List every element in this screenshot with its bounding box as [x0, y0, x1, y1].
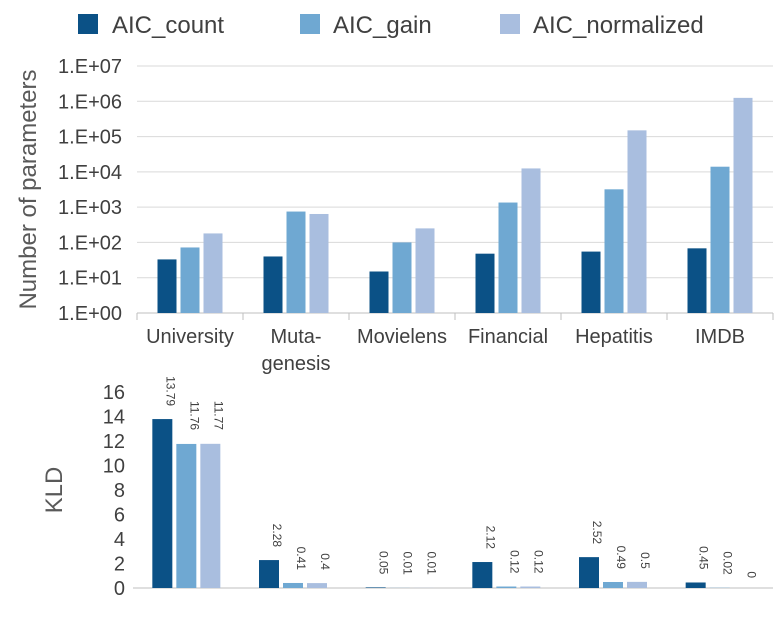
bottom-bar [627, 582, 647, 588]
legend-label-AIC_gain: AIC_gain [333, 12, 432, 39]
bottom-bar [686, 582, 706, 588]
top-bar-AIC_normalized [310, 214, 329, 313]
top-chart-parameters: 1.E+00 1.E+01 1.E+02 1.E+03 1.E+04 1.E+05 1.E+… [15, 56, 773, 375]
bottom-data-label: 0.4 [318, 553, 332, 570]
top-y-tick-label: 1.E+00 [58, 303, 122, 325]
top-bar-AIC_gain [499, 203, 518, 313]
top-y-tick-label: 1.E+06 [58, 91, 122, 113]
top-bar-AIC_count [582, 252, 601, 313]
bottom-y-axis-title: KLD [41, 467, 68, 514]
bottom-data-label: 0.01 [401, 551, 415, 575]
top-y-tick-label: 1.E+03 [58, 197, 122, 219]
top-bar-AIC_gain [181, 247, 200, 313]
bottom-bar [496, 587, 516, 588]
bottom-data-label: 13.79 [163, 376, 177, 406]
bottom-data-label: 0.12 [507, 550, 521, 574]
bottom-y-tick-label: 2 [114, 554, 125, 576]
bottom-data-label: 2.12 [483, 526, 497, 550]
bottom-bar [579, 557, 599, 588]
bottom-data-label: 2.28 [270, 524, 284, 548]
bottom-data-label: 0.5 [638, 552, 652, 569]
bottom-data-label: 0.05 [377, 551, 391, 575]
top-category-label: IMDB [695, 326, 745, 348]
top-category-label: Muta- [270, 326, 321, 348]
bottom-bar [366, 587, 386, 588]
bottom-y-tick-label: 12 [103, 431, 125, 453]
bottom-bar [520, 587, 540, 588]
bottom-bar [152, 419, 172, 588]
bottom-y-tick-label: 4 [114, 529, 125, 551]
top-bar-AIC_gain [711, 167, 730, 313]
top-y-tick-label: 1.E+05 [58, 127, 122, 149]
top-bar-AIC_normalized [628, 130, 647, 313]
legend-swatch-AIC_normalized [500, 14, 520, 34]
top-bar-AIC_normalized [734, 98, 753, 313]
bottom-bar [200, 444, 220, 588]
top-bar-AIC_normalized [416, 228, 435, 313]
bottom-y-tick-label: 10 [103, 456, 125, 478]
bottom-data-label: 0.12 [531, 550, 545, 574]
bottom-bar [603, 582, 623, 588]
legend-swatch-AIC_count [78, 14, 98, 34]
top-bar-AIC_count [370, 272, 389, 313]
bottom-data-label: 2.52 [590, 521, 604, 545]
top-y-tick-label: 1.E+07 [58, 56, 122, 78]
bottom-bar [307, 583, 327, 588]
bottom-data-label: 0.49 [614, 546, 628, 570]
bottom-y-tick-label: 6 [114, 505, 125, 527]
top-y-tick-label: 1.E+01 [58, 268, 122, 290]
top-bar-AIC_normalized [522, 168, 541, 313]
legend-swatch-AIC_gain [300, 14, 320, 34]
bottom-y-tick-label: 14 [103, 407, 125, 429]
top-bar-AIC_normalized [204, 233, 223, 313]
bottom-y-tick-label: 0 [114, 578, 125, 600]
top-y-tick-label: 1.E+04 [58, 162, 122, 184]
bottom-y-tick-label: 8 [114, 480, 125, 502]
top-bar-AIC_gain [605, 189, 624, 313]
bottom-bar [472, 562, 492, 588]
bottom-data-label: 11.76 [187, 401, 201, 430]
bottom-y-tick-label: 16 [103, 382, 125, 404]
top-category-label: Financial [468, 326, 548, 348]
bottom-data-label: 0.02 [721, 551, 735, 575]
legend: AIC_count AIC_gain AIC_normalized [78, 12, 704, 39]
top-bar-AIC_gain [287, 212, 306, 313]
bottom-data-label: 0.41 [294, 547, 308, 571]
bottom-data-label: 0.01 [425, 551, 439, 575]
bottom-bar [176, 444, 196, 588]
top-category-label: Hepatitis [575, 326, 653, 348]
top-category-label: genesis [262, 353, 331, 375]
bottom-bar [283, 583, 303, 588]
top-bar-AIC_count [476, 254, 495, 313]
top-bar-AIC_count [158, 259, 177, 313]
bottom-bar [259, 560, 279, 588]
top-category-label: Movielens [357, 326, 447, 348]
bottom-data-label: 0 [745, 571, 759, 578]
legend-label-AIC_normalized: AIC_normalized [533, 12, 704, 39]
top-bar-AIC_gain [393, 242, 412, 313]
top-bar-AIC_count [264, 256, 283, 313]
top-category-label: University [146, 326, 234, 348]
legend-label-AIC_count: AIC_count [112, 12, 224, 39]
top-bar-AIC_count [688, 248, 707, 313]
top-y-tick-label: 1.E+02 [58, 232, 122, 254]
bottom-data-label: 0.45 [697, 546, 711, 570]
top-y-axis-title: Number of parameters [15, 69, 42, 309]
bottom-data-label: 11.77 [211, 401, 225, 430]
